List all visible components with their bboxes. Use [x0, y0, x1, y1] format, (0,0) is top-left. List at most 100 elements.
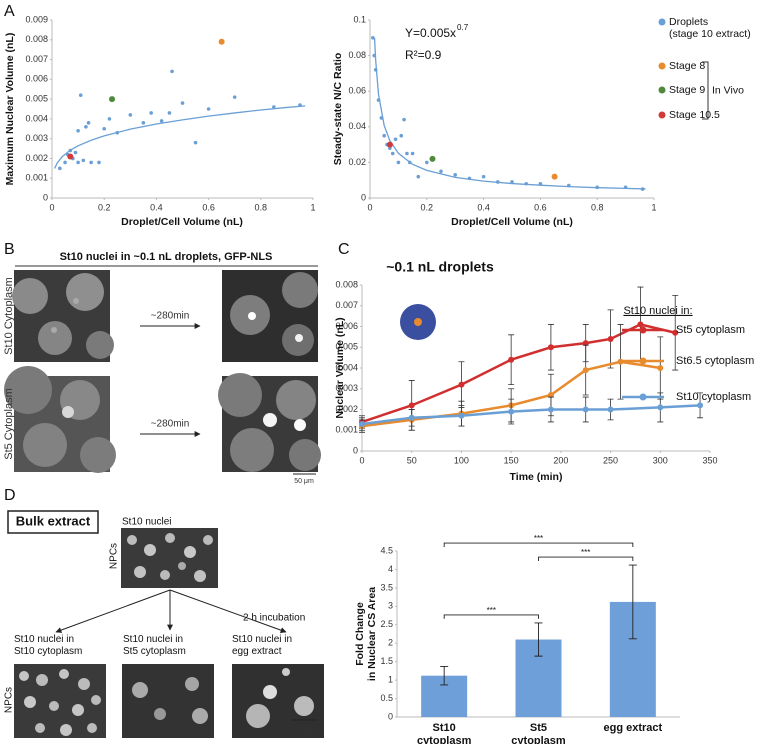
annotation: 2 h incubation	[243, 613, 305, 624]
micrograph	[121, 528, 218, 588]
point	[193, 140, 198, 145]
scale-label: 50 μm	[295, 725, 315, 732]
y-tick-label: 0	[353, 445, 358, 455]
arrow-label: ~280min	[151, 419, 190, 430]
scale-label: 50 μm	[294, 478, 314, 485]
point	[637, 321, 644, 328]
y-tick-label: 1	[388, 674, 393, 684]
point	[607, 335, 614, 342]
point	[458, 381, 465, 388]
x-tick-label: 1	[310, 202, 315, 212]
point	[496, 180, 500, 184]
point	[623, 185, 628, 190]
point	[640, 187, 645, 191]
point	[453, 173, 458, 177]
error-bar	[534, 622, 543, 657]
point	[396, 160, 401, 165]
point	[180, 101, 185, 105]
point	[582, 406, 589, 413]
point	[63, 160, 67, 165]
point	[481, 174, 486, 179]
x-tick-label: 0	[367, 202, 372, 212]
micrograph	[232, 664, 324, 738]
micrograph	[4, 366, 116, 473]
y-tick-label: 0.008	[335, 279, 358, 289]
point	[218, 38, 225, 45]
panel-letter: A	[4, 3, 15, 20]
image-label: St10 nuclei in St10 cytoplasm	[14, 634, 83, 657]
point	[159, 119, 164, 123]
point	[567, 183, 571, 188]
point	[551, 173, 558, 180]
point	[76, 160, 80, 165]
legend-label: Stage 10.5	[669, 109, 720, 121]
x-axis-title: Droplet/Cell Volume (nL)	[121, 216, 243, 228]
y-tick-label: 0	[361, 192, 366, 202]
x-tick-label: 0.6	[534, 202, 547, 212]
legend-label: St6.5 cytoplasm	[676, 355, 754, 367]
point	[393, 137, 398, 142]
y-tick-label: 0.002	[335, 404, 358, 414]
legend-bracket	[702, 61, 709, 120]
side-label: NPCs	[109, 543, 120, 569]
x-tick-label: 200	[553, 455, 568, 465]
y-tick-label: 0.02	[348, 157, 366, 167]
y-tick-label: 0.5	[380, 693, 393, 703]
point	[97, 160, 101, 165]
point	[78, 93, 83, 97]
point	[379, 116, 384, 120]
legend-marker	[658, 86, 666, 94]
arrow-label: ~280min	[151, 311, 190, 322]
x-tick-label: 0.4	[477, 202, 490, 212]
x-tick-label: 50	[407, 455, 417, 465]
equation: Y=0.005x	[405, 26, 456, 40]
point	[67, 153, 74, 160]
arrow	[169, 589, 287, 633]
y-tick-label: 0.001	[25, 173, 48, 183]
point	[170, 69, 174, 74]
point	[298, 103, 302, 107]
row-label: St5 Cytoplasm	[3, 388, 15, 460]
point	[232, 95, 237, 99]
point	[81, 158, 86, 163]
point	[510, 180, 514, 184]
legend-marker	[658, 18, 666, 26]
point	[206, 107, 211, 111]
row-label: St10 Cytoplasm	[3, 277, 15, 355]
y-tick-label: 0.006	[25, 74, 48, 84]
legend-label: Stage 8	[669, 60, 706, 72]
micrograph	[222, 270, 318, 362]
significance-bracket	[443, 614, 539, 619]
image-label: St10 nuclei	[122, 517, 171, 528]
trendline	[54, 105, 306, 169]
x-tick-label: egg extract	[603, 722, 663, 734]
y-tick-label: 0.007	[335, 300, 358, 310]
trendline	[373, 37, 646, 190]
point	[657, 365, 664, 371]
y-tick-label: 4	[388, 564, 393, 574]
legend-marker	[658, 111, 666, 119]
error-bar	[440, 666, 449, 686]
point	[58, 166, 62, 171]
image-label: St10 nuclei in egg extract	[232, 634, 293, 657]
y-tick-label: 0.006	[335, 321, 358, 331]
y-axis-title: Maximum Nuclear Volume (nL)	[4, 33, 16, 186]
point	[408, 402, 415, 409]
y-tick-label: 0.08	[348, 50, 366, 60]
x-tick-label: 0.4	[150, 202, 163, 212]
y-tick-label: 0.003	[335, 383, 358, 393]
point	[410, 151, 415, 156]
micrograph	[122, 664, 214, 738]
legend-label: Stage 9	[669, 84, 706, 96]
legend-label: St5 cytoplasm	[676, 324, 745, 336]
y-tick-label: 0.007	[25, 54, 48, 64]
point	[109, 96, 116, 103]
nucleus-icon	[414, 318, 422, 326]
point	[376, 98, 381, 102]
series-line	[361, 360, 661, 428]
x-tick-label: 350	[702, 455, 717, 465]
x-tick-label: 300	[653, 455, 668, 465]
y-tick-label: 0.001	[335, 425, 358, 435]
legend-label: St10 cytoplasm	[676, 391, 751, 403]
